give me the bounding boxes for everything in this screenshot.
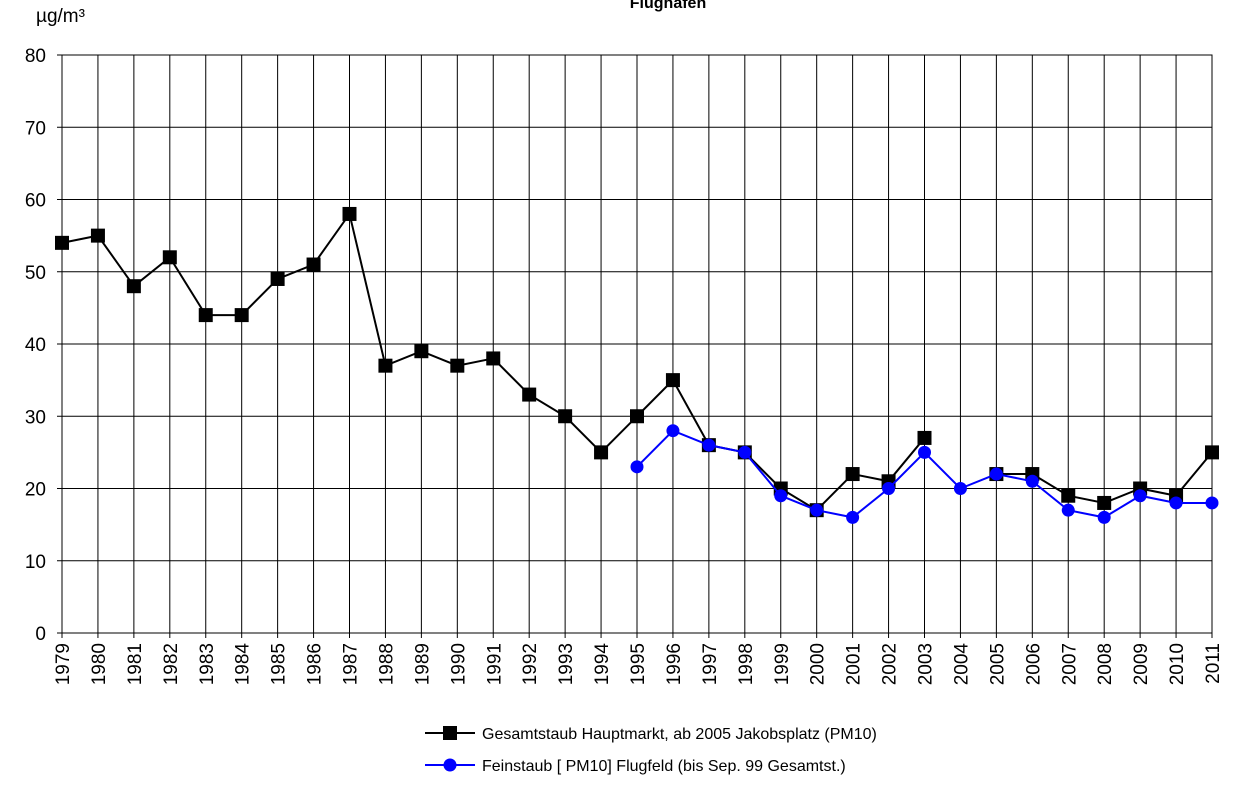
data-point xyxy=(558,409,573,424)
data-point xyxy=(126,279,141,294)
data-point xyxy=(90,228,105,243)
x-tick-label: 1980 xyxy=(89,643,110,685)
data-point xyxy=(198,308,213,323)
x-tick-label: 1983 xyxy=(197,643,218,685)
x-tick-label: 1999 xyxy=(772,643,793,685)
data-point xyxy=(1205,496,1219,510)
data-point xyxy=(738,445,752,459)
y-tick-label: 70 xyxy=(25,118,46,139)
x-tick-label: 2009 xyxy=(1131,643,1152,685)
x-tick-label: 2008 xyxy=(1095,643,1116,685)
data-point xyxy=(306,257,321,272)
y-tick-label: 30 xyxy=(25,407,46,428)
data-point xyxy=(342,206,357,221)
x-tick-label: 2001 xyxy=(844,643,865,685)
legend-marker xyxy=(443,758,457,772)
x-tick-label: 1988 xyxy=(376,643,397,685)
x-tick-label: 1993 xyxy=(556,643,577,685)
y-tick-label: 60 xyxy=(25,191,46,212)
data-point xyxy=(774,489,788,503)
x-tick-label: 1997 xyxy=(700,643,721,685)
x-tick-label: 1979 xyxy=(53,643,74,685)
data-point xyxy=(486,351,501,366)
data-point xyxy=(414,344,429,359)
data-point xyxy=(630,409,644,424)
x-tick-label: 2000 xyxy=(808,643,829,685)
chart-title: Flughafen xyxy=(630,0,706,12)
data-point xyxy=(665,373,680,388)
x-tick-label: 2005 xyxy=(987,643,1008,685)
x-tick-label: 2011 xyxy=(1203,643,1224,684)
data-point xyxy=(989,467,1003,481)
y-tick-label: 40 xyxy=(25,335,46,356)
x-tick-label: 1985 xyxy=(269,643,290,685)
x-tick-label: 1981 xyxy=(125,643,146,685)
y-tick-label: 50 xyxy=(25,263,46,284)
data-point xyxy=(1061,488,1076,503)
data-point xyxy=(1097,495,1112,510)
x-tick-label: 1992 xyxy=(520,643,541,685)
data-point xyxy=(234,308,249,323)
data-point xyxy=(845,467,860,482)
data-point xyxy=(918,445,931,459)
x-tick-label: 1991 xyxy=(484,643,505,685)
data-point xyxy=(378,358,393,373)
data-point xyxy=(270,271,285,286)
data-point xyxy=(702,438,716,452)
data-point xyxy=(882,482,896,495)
x-tick-label: 2006 xyxy=(1023,643,1044,685)
data-point xyxy=(1097,510,1111,524)
x-tick-label: 1984 xyxy=(233,643,254,686)
data-point xyxy=(630,460,644,474)
data-point xyxy=(162,250,177,265)
x-tick-label: 1982 xyxy=(161,643,182,685)
x-tick-label: 2007 xyxy=(1059,643,1080,685)
x-tick-label: 1995 xyxy=(628,643,649,685)
y-tick-label: 0 xyxy=(35,624,46,645)
y-axis-label: µg/m³ xyxy=(36,6,85,27)
legend-marker xyxy=(443,726,457,740)
x-tick-label: 1998 xyxy=(736,643,757,685)
data-point xyxy=(450,358,465,373)
x-tick-label: 1987 xyxy=(341,643,362,685)
x-tick-label: 2004 xyxy=(951,643,972,686)
data-point xyxy=(1061,503,1075,517)
y-tick-label: 10 xyxy=(25,552,46,573)
x-tick-label: 2010 xyxy=(1167,643,1188,685)
data-point xyxy=(1025,474,1039,488)
x-tick-label: 2003 xyxy=(916,643,937,685)
data-point xyxy=(917,430,932,445)
data-point xyxy=(594,445,609,460)
x-tick-label: 1990 xyxy=(448,643,469,685)
data-point xyxy=(846,510,860,524)
data-point xyxy=(522,387,537,402)
x-tick-label: 2002 xyxy=(880,643,901,685)
data-point xyxy=(55,235,69,250)
x-tick-label: 1986 xyxy=(305,643,326,685)
x-tick-label: 1996 xyxy=(664,643,685,685)
legend-label: Feinstaub [ PM10] Flugfeld (bis Sep. 99 … xyxy=(482,758,846,775)
y-tick-label: 80 xyxy=(25,46,46,67)
legend-label: Gesamtstaub Hauptmarkt, ab 2005 Jakobspl… xyxy=(482,726,877,743)
data-point xyxy=(1205,445,1219,460)
data-point xyxy=(1169,496,1183,510)
y-tick-label: 20 xyxy=(25,480,46,501)
x-tick-label: 1989 xyxy=(412,643,433,685)
data-point xyxy=(810,503,824,517)
data-point xyxy=(953,482,967,495)
data-point xyxy=(1133,489,1147,503)
plot-frame xyxy=(61,54,1213,634)
x-tick-label: 1994 xyxy=(592,643,613,686)
data-point xyxy=(666,424,680,438)
